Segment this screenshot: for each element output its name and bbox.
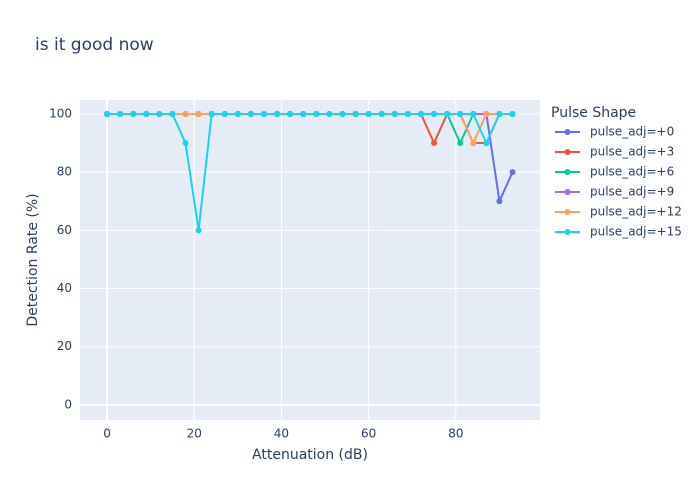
legend-label[interactable]: pulse_adj=+15 [590, 225, 682, 239]
data-point [195, 227, 202, 234]
data-point [483, 140, 490, 147]
data-point [300, 110, 307, 117]
grid: 0 20 40 60 80 0 20 40 60 80 100 [49, 100, 540, 441]
data-point [182, 140, 189, 147]
y-tick-label: 0 [64, 397, 72, 411]
y-tick-label: 80 [57, 165, 72, 179]
data-point [117, 110, 124, 117]
data-point [156, 110, 163, 117]
data-point [274, 110, 281, 117]
legend-label[interactable]: pulse_adj=+0 [590, 125, 674, 139]
data-point [130, 110, 137, 117]
legend-marker [564, 169, 571, 175]
data-point [404, 110, 411, 117]
data-point [496, 198, 503, 205]
data-point [365, 110, 372, 117]
data-point [326, 110, 333, 117]
data-point [352, 110, 359, 117]
data-point [287, 110, 294, 117]
data-point [143, 110, 150, 117]
data-point [261, 110, 267, 117]
data-point [509, 169, 516, 176]
data-point [234, 110, 241, 117]
legend-marker [564, 189, 571, 195]
y-tick-label: 40 [57, 281, 72, 295]
data-point [496, 110, 503, 117]
legend-marker [564, 209, 571, 215]
x-tick-label: 80 [448, 427, 463, 441]
legend-label[interactable]: pulse_adj=+9 [590, 185, 674, 199]
data-point [195, 110, 202, 117]
x-tick-label: 20 [187, 427, 202, 441]
legend-title: Pulse Shape [551, 105, 636, 121]
data-point [221, 110, 228, 117]
legend-marker [564, 129, 571, 135]
data-point [470, 110, 477, 117]
data-point [431, 140, 438, 147]
data-point [104, 110, 111, 117]
data-point [313, 110, 320, 117]
data-point [247, 110, 254, 117]
marks [104, 110, 516, 234]
data-point [169, 110, 176, 117]
y-axis-label: Detection Rate (%) [25, 193, 41, 326]
y-tick-label: 60 [57, 223, 72, 237]
data-point [509, 110, 516, 117]
data-point [444, 110, 451, 117]
data-point [417, 110, 424, 117]
y-tick-label: 20 [57, 339, 72, 353]
x-tick-label: 40 [274, 427, 289, 441]
x-axis-label: Attenuation (dB) [252, 447, 368, 463]
legend-marker [564, 229, 571, 235]
data-point [182, 110, 189, 117]
data-point [457, 110, 464, 117]
legend-label[interactable]: pulse_adj=+6 [590, 165, 674, 179]
data-point [378, 110, 385, 117]
data-point [391, 110, 398, 117]
data-point [470, 140, 477, 147]
legend-label[interactable]: pulse_adj=+3 [590, 145, 674, 159]
x-tick-label: 0 [103, 427, 111, 441]
x-tick-label: 60 [361, 427, 376, 441]
data-point [431, 110, 438, 117]
chart-title: is it good now [35, 35, 154, 55]
data-point [457, 140, 464, 147]
data-point [483, 110, 490, 117]
y-tick-label: 100 [49, 106, 72, 120]
legend-marker [564, 149, 571, 155]
data-point [339, 110, 346, 117]
legend: pulse_adj=+0 pulse_adj=+3 pulse_adj=+6puls… [555, 125, 682, 239]
plot-area [80, 100, 540, 420]
data-point [208, 110, 215, 117]
legend-label[interactable]: pulse_adj=+12 [590, 205, 682, 219]
